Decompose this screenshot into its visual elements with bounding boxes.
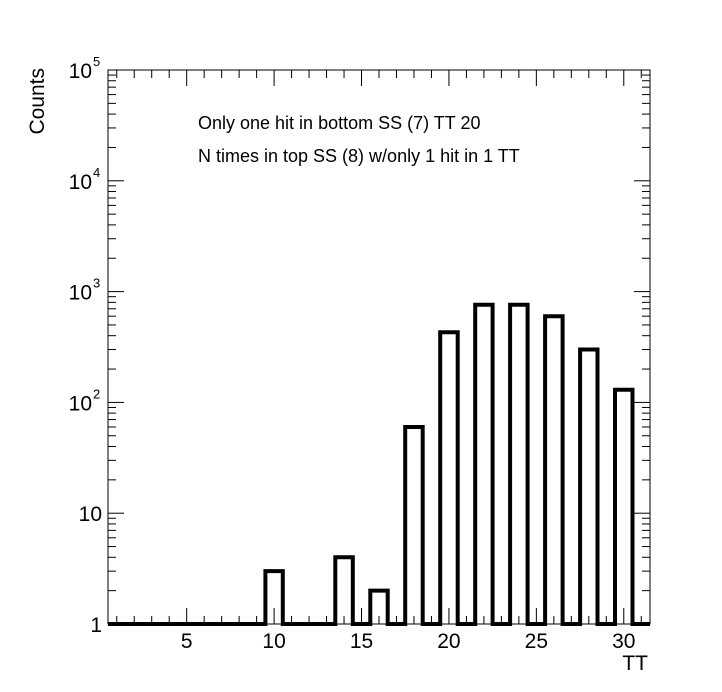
- y-axis-label: Counts: [26, 68, 49, 135]
- x-axis-label: TT: [622, 652, 648, 675]
- x-tick-label: 30: [612, 630, 635, 653]
- x-tick-label: 10: [262, 630, 285, 653]
- x-tick-label: 20: [437, 630, 460, 653]
- histogram-outline: [108, 302, 650, 626]
- bar-tt-28: [580, 350, 597, 624]
- bar-tt-30: [615, 390, 632, 624]
- x-tick-label: 5: [181, 630, 193, 653]
- bar-tt-18: [405, 427, 422, 624]
- annotation-line-2: N times in top SS (8) w/only 1 hit in 1 …: [198, 146, 520, 166]
- y-tick-label: 10: [69, 392, 92, 415]
- y-tick-exponent: 5: [93, 54, 100, 69]
- y-tick-label: 10: [69, 282, 92, 305]
- bar-tt-14: [335, 557, 352, 624]
- y-tick-label: 10: [79, 503, 102, 526]
- bar-tt-26: [545, 316, 562, 624]
- annotation-line-1: Only one hit in bottom SS (7) TT 20: [198, 113, 480, 133]
- y-tick-label: 1: [90, 614, 102, 637]
- y-tick-label: 10: [69, 60, 92, 83]
- bar-tt-24: [510, 305, 527, 624]
- bar-tt-22: [475, 305, 492, 624]
- y-tick-label: 10: [69, 171, 92, 194]
- x-tick-label: 15: [350, 630, 373, 653]
- y-tick-exponent: 4: [93, 165, 100, 180]
- y-tick-exponent: 2: [93, 386, 100, 401]
- x-tick-label: 25: [525, 630, 548, 653]
- bar-tt-20: [440, 332, 457, 624]
- y-tick-exponent: 3: [93, 276, 100, 291]
